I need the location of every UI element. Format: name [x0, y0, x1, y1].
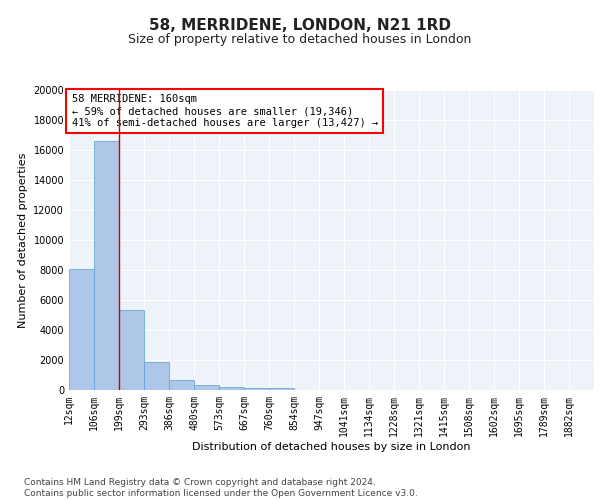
Bar [194, 386, 219, 390]
Text: Size of property relative to detached houses in London: Size of property relative to detached ho… [128, 32, 472, 46]
Bar [144, 362, 169, 390]
Text: Contains HM Land Registry data © Crown copyright and database right 2024.
Contai: Contains HM Land Registry data © Crown c… [24, 478, 418, 498]
Bar [219, 388, 244, 390]
Bar [119, 310, 144, 390]
Bar [269, 388, 294, 390]
Bar [169, 380, 194, 390]
Text: 58 MERRIDENE: 160sqm
← 59% of detached houses are smaller (19,346)
41% of semi-d: 58 MERRIDENE: 160sqm ← 59% of detached h… [71, 94, 378, 128]
Bar [244, 388, 269, 390]
Bar [69, 269, 94, 390]
X-axis label: Distribution of detached houses by size in London: Distribution of detached houses by size … [192, 442, 471, 452]
Y-axis label: Number of detached properties: Number of detached properties [18, 152, 28, 328]
Text: 58, MERRIDENE, LONDON, N21 1RD: 58, MERRIDENE, LONDON, N21 1RD [149, 18, 451, 32]
Bar [94, 141, 119, 390]
